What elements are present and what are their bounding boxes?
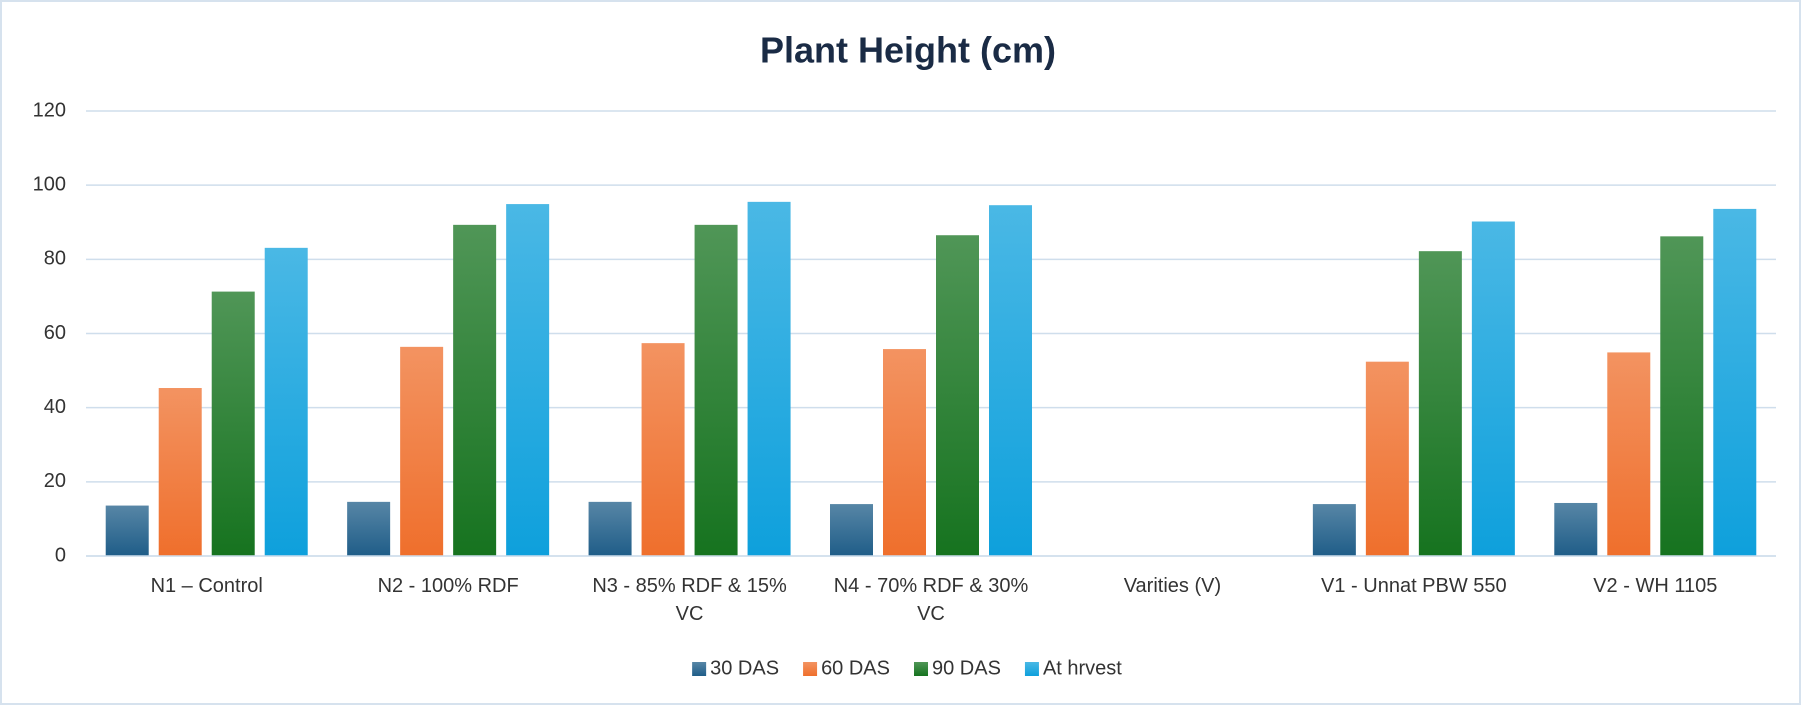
legend-item: 90 DAS bbox=[914, 657, 1001, 679]
bar bbox=[1312, 504, 1356, 556]
x-tick-label: N4 - 70% RDF & 30% VC bbox=[834, 575, 1029, 625]
bar bbox=[347, 501, 391, 556]
bar bbox=[400, 346, 444, 556]
legend-label: 30 DAS bbox=[710, 657, 779, 679]
bar bbox=[1418, 251, 1462, 557]
bar bbox=[830, 504, 873, 556]
bar bbox=[936, 235, 979, 556]
bar bbox=[1471, 221, 1515, 556]
bar bbox=[1365, 361, 1409, 556]
bar bbox=[264, 247, 308, 556]
legend-label: 60 DAS bbox=[821, 657, 890, 679]
bar bbox=[588, 501, 632, 556]
bar bbox=[158, 388, 202, 556]
x-tick-label: V1 - Unnat PBW 550 bbox=[1321, 575, 1507, 597]
legend-item: 30 DAS bbox=[692, 657, 779, 679]
y-tick-label: 20 bbox=[44, 470, 66, 492]
legend-swatch bbox=[1024, 662, 1039, 676]
bar bbox=[989, 205, 1032, 557]
y-tick-label: 40 bbox=[44, 396, 66, 418]
legend-item: 60 DAS bbox=[803, 657, 890, 679]
y-tick-label: 0 bbox=[55, 544, 66, 566]
chart-title: Plant Height (cm) bbox=[760, 30, 1056, 71]
y-tick-label: 80 bbox=[44, 248, 66, 270]
bar bbox=[694, 224, 738, 557]
y-tick-label: 60 bbox=[44, 322, 66, 344]
legend-label: At hrvest bbox=[1043, 657, 1122, 679]
legend-item: At hrvest bbox=[1024, 657, 1122, 679]
bar bbox=[747, 201, 791, 556]
bar bbox=[1607, 352, 1651, 556]
bar bbox=[1660, 236, 1704, 556]
y-tick-label: 100 bbox=[33, 173, 66, 195]
legend-label: 90 DAS bbox=[932, 657, 1001, 679]
bar bbox=[506, 204, 550, 556]
x-tick-label: N2 - 100% RDF bbox=[378, 575, 519, 597]
bar bbox=[1554, 502, 1598, 556]
x-tick-label: Varities (V) bbox=[1124, 575, 1221, 597]
bar bbox=[453, 224, 497, 557]
bar bbox=[105, 505, 149, 556]
legend-swatch bbox=[803, 662, 818, 676]
bar bbox=[641, 343, 685, 556]
x-tick-label: N1 – Control bbox=[151, 575, 263, 597]
bar bbox=[883, 349, 926, 556]
legend-swatch bbox=[914, 662, 929, 676]
x-tick-label: N3 - 85% RDF & 15% VC bbox=[592, 575, 787, 625]
bar bbox=[211, 291, 255, 556]
x-tick-label: V2 - WH 1105 bbox=[1593, 575, 1717, 597]
y-tick-label: 120 bbox=[33, 99, 66, 121]
bar bbox=[1713, 208, 1757, 556]
legend-swatch bbox=[692, 662, 707, 676]
